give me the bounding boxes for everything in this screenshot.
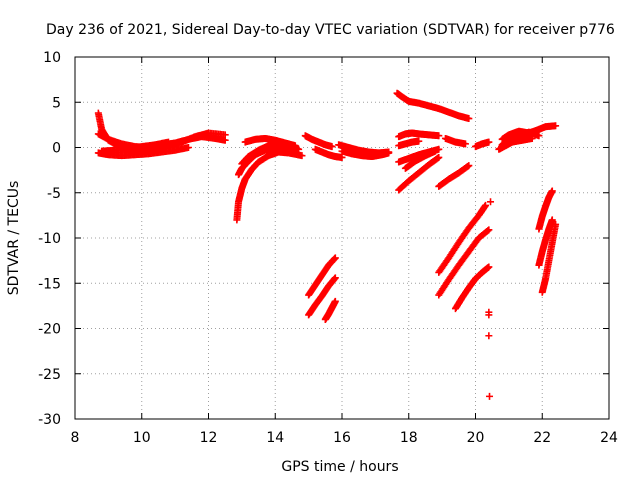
data-point xyxy=(465,162,473,170)
data-point xyxy=(338,153,346,161)
y-tick-label: -10 xyxy=(38,231,61,247)
data-point xyxy=(435,132,443,140)
chart-title: Day 236 of 2021, Sidereal Day-to-day VTE… xyxy=(46,22,615,38)
x-axis-label: GPS time / hours xyxy=(281,459,398,475)
y-tick-label: 10 xyxy=(43,50,61,66)
data-point xyxy=(484,227,492,235)
data-point xyxy=(461,140,469,148)
data-point xyxy=(415,137,423,145)
x-tick-label: 20 xyxy=(467,430,485,446)
series-arc-a xyxy=(395,129,443,141)
data-point xyxy=(435,153,443,161)
x-tick-label: 16 xyxy=(333,430,351,446)
data-point xyxy=(298,152,306,160)
x-tick-label: 14 xyxy=(266,430,284,446)
series-drop-3 xyxy=(321,297,339,323)
series-fall-2 xyxy=(435,226,493,299)
data-point xyxy=(164,138,172,146)
data-point xyxy=(482,201,490,209)
data-point xyxy=(385,149,393,157)
series-arc-g xyxy=(441,134,469,148)
data-point xyxy=(331,274,339,282)
x-tick-label: 22 xyxy=(533,430,551,446)
data-point xyxy=(295,145,303,153)
data-point xyxy=(485,332,493,340)
y-tick-label: -25 xyxy=(38,367,61,383)
data-point xyxy=(431,147,439,155)
series-fall-3 xyxy=(451,263,493,313)
data-point xyxy=(331,254,339,262)
series-arc-b xyxy=(395,137,423,150)
data-point xyxy=(486,392,494,400)
data-point xyxy=(485,263,493,271)
series-band-d xyxy=(98,138,172,155)
grid-lines xyxy=(75,57,609,419)
y-tick-label: -20 xyxy=(38,322,61,338)
x-tick-label: 24 xyxy=(600,430,618,446)
series-drop-1 xyxy=(305,254,339,299)
y-tick-label: -15 xyxy=(38,276,61,292)
series-drop-2 xyxy=(305,274,339,319)
x-tick-label: 18 xyxy=(400,430,418,446)
data-point xyxy=(487,198,495,206)
data-point xyxy=(528,134,536,142)
data-point xyxy=(552,122,560,130)
data-point xyxy=(485,311,493,319)
tick-labels: 8 10 12 14 16 18 20 22 24 -30 -25 -20 -15 -10 -5 0 5 10 xyxy=(38,50,618,446)
x-tick-label: 10 xyxy=(133,430,151,446)
series-dip-4 xyxy=(241,134,299,150)
data-point xyxy=(221,136,229,144)
series-arc-d xyxy=(395,153,443,194)
series-late-1 xyxy=(472,138,493,151)
data-point xyxy=(485,226,493,234)
series-fall-1 xyxy=(435,201,490,276)
series-mid-2 xyxy=(311,145,346,161)
series-arc-f xyxy=(435,162,473,190)
y-tick-label: 5 xyxy=(52,95,61,111)
series-steep-2 xyxy=(535,216,556,269)
data-point xyxy=(291,142,299,150)
data-point xyxy=(331,297,339,305)
y-axis-label: SDTVAR / TECUs xyxy=(6,181,22,296)
series-steep-3 xyxy=(538,220,560,296)
series-steep-1 xyxy=(535,187,556,233)
data-point xyxy=(548,187,556,195)
axis-ticks xyxy=(74,56,610,420)
data-point xyxy=(548,216,556,224)
data-point xyxy=(535,132,543,140)
data-point xyxy=(465,115,473,123)
data-point xyxy=(184,144,192,151)
data-point xyxy=(485,138,493,146)
data-point xyxy=(552,220,560,228)
series-mid-4 xyxy=(338,147,393,161)
y-tick-label: 0 xyxy=(52,141,61,157)
data-point xyxy=(328,143,336,151)
y-tick-label: -5 xyxy=(47,186,61,202)
series-arc-e xyxy=(401,147,439,172)
data-points xyxy=(94,89,560,400)
series-band-c xyxy=(94,144,192,160)
x-tick-label: 8 xyxy=(71,430,80,446)
series-isolated xyxy=(485,198,495,400)
series-late-4 xyxy=(495,134,536,153)
series-arc-high xyxy=(393,89,473,123)
x-tick-label: 12 xyxy=(200,430,218,446)
series-mid-1 xyxy=(301,132,336,151)
y-tick-label: -30 xyxy=(38,412,61,428)
